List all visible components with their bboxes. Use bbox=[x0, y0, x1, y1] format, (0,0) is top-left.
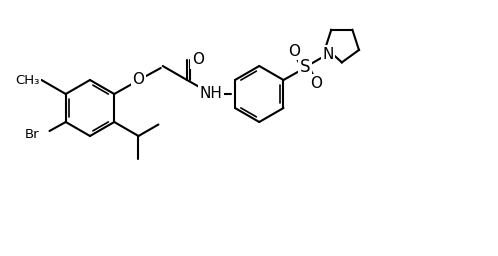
Text: Br: Br bbox=[25, 127, 39, 141]
Text: O: O bbox=[310, 76, 322, 91]
Text: O: O bbox=[192, 52, 204, 68]
Text: NH: NH bbox=[200, 87, 223, 101]
Text: O: O bbox=[288, 44, 300, 59]
Text: S: S bbox=[300, 58, 311, 76]
Text: N: N bbox=[322, 47, 334, 62]
Text: CH₃: CH₃ bbox=[15, 73, 39, 87]
Text: O: O bbox=[132, 72, 144, 88]
